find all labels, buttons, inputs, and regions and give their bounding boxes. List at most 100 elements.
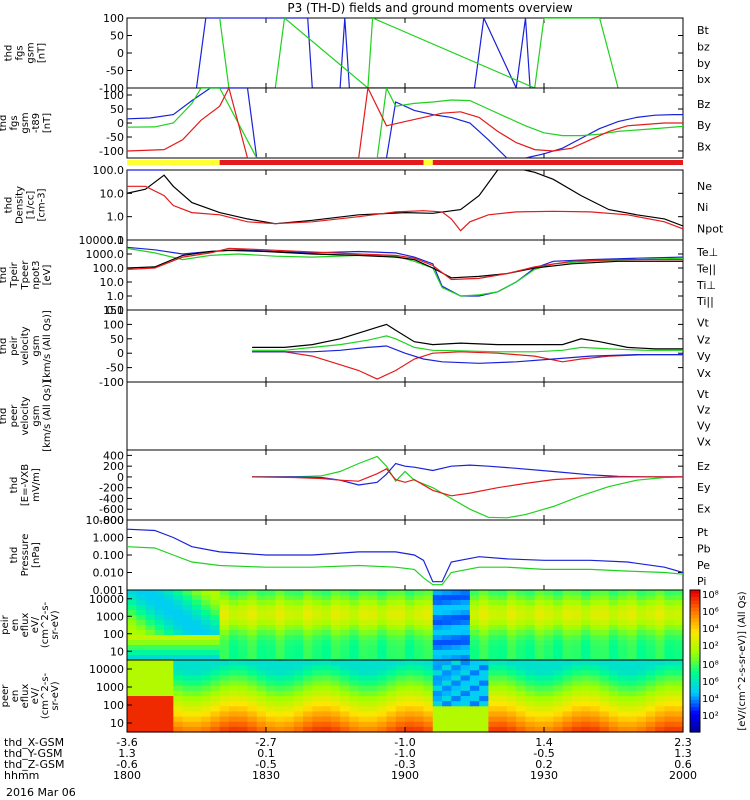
spectrogram-cell: [488, 665, 499, 671]
spectrogram-cell: [293, 701, 304, 707]
spectrogram-cell: [201, 605, 211, 611]
spectrogram-cell: [645, 685, 656, 692]
spectrogram-cell: [247, 680, 258, 687]
spectrogram-cell: [645, 605, 656, 611]
spectrogram-cell: [377, 630, 388, 636]
x-tick-label: 1.3: [118, 747, 136, 760]
spectrogram-cell: [312, 640, 323, 646]
spectrogram-cell: [488, 595, 499, 601]
spectrogram-cell: [655, 726, 666, 733]
spectrogram-cell: [479, 590, 489, 596]
spectrogram-cell: [451, 711, 462, 718]
spectrogram-cell: [553, 675, 564, 682]
spectrogram-cell: [349, 716, 360, 723]
spectrogram-cell: [228, 696, 239, 702]
y-axis-label: Tpeir: [9, 261, 20, 288]
spectrogram-cell: [664, 640, 675, 646]
spectrogram-cell: [377, 726, 388, 733]
spectrogram-cell: [275, 640, 286, 646]
spectrogram-cell: [627, 706, 638, 713]
series-line-Ez: [252, 468, 683, 497]
spectrogram-cell: [516, 706, 527, 713]
legend-Vy: Vy: [697, 419, 711, 432]
spectrogram-cell: [210, 600, 221, 606]
spectrogram-cell: [321, 635, 332, 641]
colorbar-tick: 10⁴: [702, 694, 719, 705]
spectrogram-cell: [182, 600, 193, 606]
spectrogram-cell: [506, 701, 517, 707]
spectrogram-cell: [154, 696, 165, 702]
spectrogram-cell: [228, 605, 239, 611]
spectrogram-cell: [562, 625, 573, 631]
spectrogram-cell: [590, 645, 601, 651]
spectrogram-cell: [442, 615, 452, 621]
spectrogram-cell: [293, 650, 304, 656]
spectrogram-cell: [303, 721, 313, 728]
spectrogram-cell: [534, 701, 545, 707]
spectrogram-cell: [173, 595, 184, 601]
spectrogram-cell: [321, 706, 332, 713]
spectrogram-cell: [210, 660, 221, 666]
spectrogram-cell: [228, 590, 239, 596]
spectrogram-cell: [562, 690, 573, 697]
spectrogram-cell: [154, 595, 165, 601]
spectrogram-cell: [645, 620, 656, 626]
spectrogram-cell: [599, 655, 610, 661]
quality-segment: [127, 160, 220, 165]
spectrogram-cell: [664, 595, 675, 601]
spectrogram-cell: [238, 706, 249, 713]
spectrogram-cell: [516, 630, 527, 636]
spectrogram-cell: [247, 650, 258, 656]
spectrogram-cell: [182, 670, 193, 677]
y-tick-label: -800: [99, 514, 124, 527]
legend-Ti⊥: Ti⊥: [696, 279, 716, 292]
spectrogram-cell: [284, 716, 295, 723]
spectrogram-cell: [673, 660, 684, 666]
spectrogram-cell: [367, 696, 378, 702]
spectrogram-cell: [655, 645, 666, 651]
spectrogram-cell: [201, 595, 211, 601]
spectrogram-cell: [581, 595, 591, 601]
spectrogram-cell: [330, 655, 341, 661]
spectrogram-cell: [571, 625, 582, 631]
spectrogram-cell: [636, 670, 647, 677]
spectrogram-cell: [145, 605, 156, 611]
spectrogram-cell: [154, 711, 165, 718]
spectrogram-cell: [618, 706, 628, 713]
spectrogram-cell: [164, 645, 174, 651]
x-row-name: thd_Y-GSM: [4, 747, 63, 760]
spectrogram-cell: [349, 610, 360, 616]
spectrogram-cell: [247, 610, 258, 616]
spectrogram-cell: [599, 610, 610, 616]
spectrogram-cell: [145, 665, 156, 671]
spectrogram-cell: [367, 615, 378, 621]
spectrogram-cell: [210, 590, 221, 596]
spectrogram-cell: [395, 706, 406, 713]
spectrogram-cell: [182, 680, 193, 687]
y-tick-label: 50: [110, 30, 124, 43]
spectrogram-cell: [581, 640, 591, 646]
spectrogram-cell: [266, 605, 276, 611]
spectrogram-cell: [525, 721, 536, 728]
spectrogram-cell: [655, 610, 666, 616]
spectrogram-cell: [571, 726, 582, 733]
spectrogram-cell: [358, 600, 369, 606]
spectrogram-cell: [608, 630, 619, 636]
spectrogram-cell: [590, 615, 601, 621]
spectrogram-cell: [182, 655, 193, 661]
spectrogram-cell: [506, 620, 517, 626]
spectrogram-cell: [673, 680, 684, 687]
spectrogram-cell: [182, 685, 193, 692]
spectrogram-cell: [636, 685, 647, 692]
spectrogram-cell: [451, 680, 462, 687]
spectrogram-cell: [423, 645, 434, 651]
spectrogram-cell: [423, 625, 434, 631]
spectrogram-cell: [469, 655, 480, 661]
y-tick-label: 100.0: [93, 164, 125, 177]
spectrogram-cell: [377, 645, 388, 651]
spectrogram-cell: [432, 640, 443, 646]
spectrogram-cell: [210, 650, 221, 656]
spectrogram-cell: [488, 726, 499, 733]
spectrogram-cell: [423, 620, 434, 626]
